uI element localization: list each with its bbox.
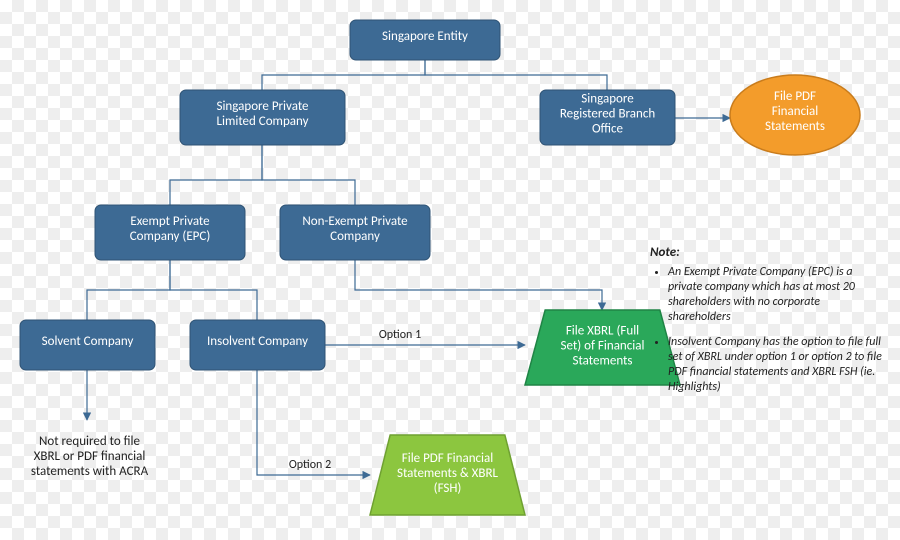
edge-5	[170, 260, 257, 320]
note-item: An Exempt Private Company (EPC) is a pri…	[668, 265, 885, 325]
svg-text:Singapore PrivateLimited Compa: Singapore PrivateLimited Company	[216, 99, 308, 129]
edge-7	[355, 260, 602, 310]
edge-0	[262, 60, 425, 90]
edge-3	[262, 145, 355, 205]
edge-4	[87, 260, 170, 320]
svg-text:Not required to fileXBRL or PD: Not required to fileXBRL or PDF financia…	[31, 434, 149, 479]
edge-1	[425, 60, 607, 90]
node-insolvent: Insolvent Company	[190, 320, 325, 370]
node-file_pdf_el: File PDFFinancialStatements	[730, 75, 860, 155]
svg-text:Exempt PrivateCompany (EPC): Exempt PrivateCompany (EPC)	[130, 214, 211, 244]
edge-2	[170, 145, 262, 205]
node-solvent: Solvent Company	[20, 320, 155, 370]
note-box: Note: An Exempt Private Company (EPC) is …	[650, 245, 885, 405]
svg-text:Insolvent Company: Insolvent Company	[207, 334, 308, 349]
svg-text:File XBRL (FullSet) of Financi: File XBRL (FullSet) of FinancialStatemen…	[561, 324, 645, 369]
node-epc: Exempt PrivateCompany (EPC)	[95, 205, 245, 260]
edge-label-9: Option 2	[289, 458, 331, 472]
node-priv_ltd: Singapore PrivateLimited Company	[180, 90, 345, 145]
node-xbrl_fsh: File PDF FinancialStatements & XBRL(FSH)	[370, 435, 525, 515]
svg-text:Singapore Entity: Singapore Entity	[382, 29, 468, 44]
node-root: Singapore Entity	[350, 20, 500, 60]
node-nonepc: Non-Exempt PrivateCompany	[280, 205, 430, 260]
svg-text:Solvent Company: Solvent Company	[42, 334, 134, 349]
note-item: Insolvent Company has the option to file…	[668, 335, 885, 395]
node-branch: SingaporeRegistered BranchOffice	[540, 90, 675, 145]
edge-label-8: Option 1	[379, 328, 421, 342]
note-heading: Note:	[650, 245, 885, 261]
node-no_file: Not required to fileXBRL or PDF financia…	[31, 434, 149, 479]
svg-text:File PDFFinancialStatements: File PDFFinancialStatements	[765, 89, 825, 134]
